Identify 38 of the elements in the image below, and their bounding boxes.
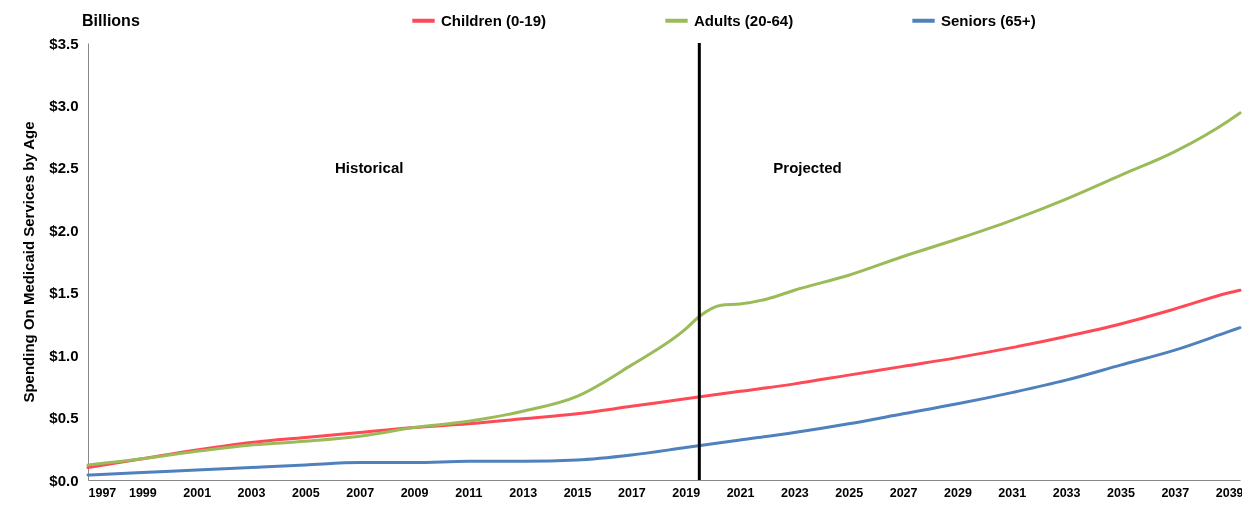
- legend-label: Seniors (65+): [941, 11, 1036, 29]
- y-tick-label: $2.0: [49, 221, 79, 239]
- y-tick-label: $2.5: [49, 159, 79, 177]
- x-tick-label: 2005: [291, 485, 320, 500]
- y-tick-label: $0.0: [49, 471, 79, 489]
- x-tick-label: 2009: [400, 485, 429, 500]
- x-tick-label: 2007: [346, 485, 375, 500]
- y-tick-label: $1.5: [49, 284, 79, 302]
- x-tick-label: 2025: [835, 485, 864, 500]
- x-tick-label: 2017: [617, 485, 646, 500]
- x-tick-label: 2037: [1161, 485, 1190, 500]
- x-tick-label: 2031: [998, 485, 1027, 500]
- y-tick-label: $0.5: [49, 409, 79, 427]
- legend-label: Adults (20-64): [694, 11, 794, 29]
- x-tick-label: 2027: [889, 485, 918, 500]
- x-tick-label: 2015: [563, 485, 592, 500]
- y-tick-label: $3.5: [49, 34, 79, 52]
- chart-title: Billions: [82, 12, 140, 29]
- x-tick-label: 2003: [237, 485, 266, 500]
- x-tick-label: 2023: [781, 485, 809, 500]
- x-tick-label: 1997: [88, 485, 117, 500]
- x-tick-label: 2029: [944, 485, 972, 500]
- x-tick-label: 1999: [128, 485, 157, 500]
- legend-label: Children (0-19): [441, 11, 547, 29]
- line-series: [86, 326, 1242, 477]
- annotation: Historical: [335, 158, 404, 176]
- y-tick-label: $3.0: [49, 96, 79, 114]
- x-tick-label: 2013: [509, 485, 538, 500]
- annotation: Projected: [773, 158, 842, 176]
- x-tick-label: 2033: [1052, 485, 1081, 500]
- y-tick-label: $1.0: [49, 346, 79, 364]
- x-tick-label: 2021: [726, 485, 755, 500]
- x-tick-label: 2019: [672, 485, 701, 500]
- x-tick-label: 2001: [183, 485, 212, 500]
- x-tick-label: 2035: [1107, 485, 1135, 500]
- x-tick-label: 2011: [455, 485, 483, 500]
- line-series: [86, 111, 1242, 467]
- y-axis-title: Spending On Medicaid Services by Age: [20, 121, 38, 403]
